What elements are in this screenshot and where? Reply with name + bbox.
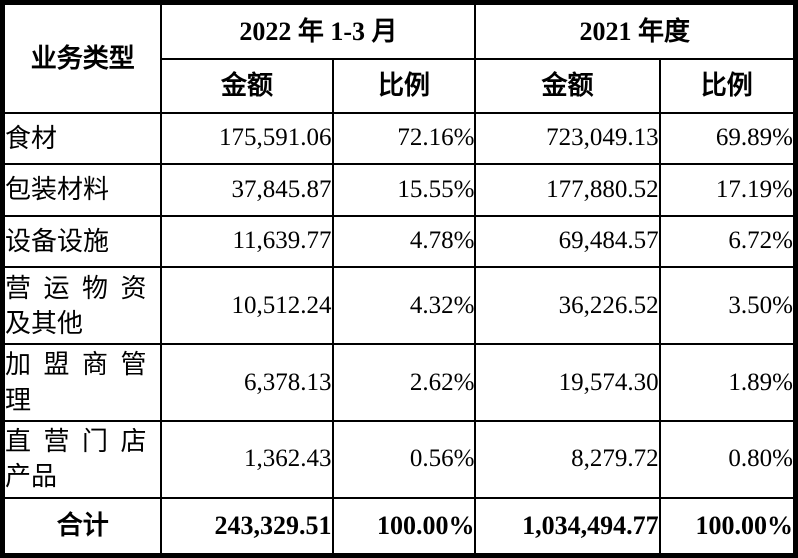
amount-2021-cell: 69,484.57 xyxy=(474,214,661,269)
total-amount-2022-cell: 243,329.51 xyxy=(160,496,334,557)
ratio-2021-cell: 17.19% xyxy=(658,163,797,217)
row-label: 直 营 门 店 产品 xyxy=(1,419,163,499)
row-label: 加 盟 商 管 理 xyxy=(1,343,163,422)
amount-2022-cell: 37,845.87 xyxy=(160,163,334,217)
ratio-2022-cell: 0.56% xyxy=(331,419,477,499)
ratio-2022-cell: 2.62% xyxy=(331,343,477,422)
ratio-2022-cell: 72.16% xyxy=(331,111,477,166)
row-label: 包装材料 xyxy=(1,163,163,217)
ratio-2021-cell: 3.50% xyxy=(658,266,797,346)
period-2022-header: 2022 年 1-3 月 xyxy=(160,1,477,60)
table-row-equipment: 设备设施 11,639.77 4.78% 69,484.57 6.72% xyxy=(1,214,797,269)
amount-2021-cell: 19,574.30 xyxy=(474,343,661,422)
header-row-measures: 金额 比例 金额 比例 xyxy=(3,57,797,114)
total-ratio-2022-cell: 100.00% xyxy=(331,496,477,557)
header-row-periods: 业务类型 2022 年 1-3 月 2021 年度 xyxy=(1,1,797,114)
amount-2022-cell: 6,378.13 xyxy=(160,343,334,422)
table-row-direct-store-products: 直 营 门 店 产品 1,362.43 0.56% 8,279.72 0.80% xyxy=(1,419,797,499)
table-row-operating-supplies: 营 运 物 资 及其他 10,512.24 4.32% 36,226.52 3.… xyxy=(1,266,797,346)
amount-2022-cell: 10,512.24 xyxy=(160,266,334,346)
table-row-franchisee-management: 加 盟 商 管 理 6,378.13 2.62% 19,574.30 1.89% xyxy=(1,343,797,422)
row-label: 食材 xyxy=(1,111,163,166)
ratio-2022-cell: 15.55% xyxy=(331,163,477,217)
ratio-2022-header: 比例 xyxy=(331,57,477,114)
total-ratio-2021-cell: 100.00% xyxy=(658,496,797,557)
ratio-2022-cell: 4.78% xyxy=(331,214,477,269)
amount-2021-cell: 36,226.52 xyxy=(474,266,661,346)
ratio-2021-cell: 1.89% xyxy=(658,343,797,422)
amount-2022-cell: 175,591.06 xyxy=(160,111,334,166)
ratio-2021-cell: 6.72% xyxy=(658,214,797,269)
table-row-food: 食材 175,591.06 72.16% 723,049.13 69.89% xyxy=(1,111,797,166)
row-label: 营 运 物 资 及其他 xyxy=(1,266,163,346)
ratio-2021-header: 比例 xyxy=(658,57,797,114)
total-amount-2021-cell: 1,034,494.77 xyxy=(474,496,661,557)
amount-2022-cell: 11,639.77 xyxy=(160,214,334,269)
business-type-header: 业务类型 xyxy=(1,1,163,114)
ratio-2021-cell: 0.80% xyxy=(658,419,797,499)
total-label: 合计 xyxy=(1,496,163,557)
amount-2022-cell: 1,362.43 xyxy=(160,419,334,499)
row-label: 设备设施 xyxy=(1,214,163,269)
amount-2022-header: 金额 xyxy=(160,57,334,114)
period-2021-header: 2021 年度 xyxy=(474,1,797,60)
ratio-2022-cell: 4.32% xyxy=(331,266,477,346)
amount-2021-header: 金额 xyxy=(474,57,661,114)
amount-2021-cell: 8,279.72 xyxy=(474,419,661,499)
amount-2021-cell: 723,049.13 xyxy=(474,111,661,166)
table-row-total: 合计 243,329.51 100.00% 1,034,494.77 100.0… xyxy=(1,496,797,557)
ratio-2021-cell: 69.89% xyxy=(658,111,797,166)
table-row-packaging: 包装材料 37,845.87 15.55% 177,880.52 17.19% xyxy=(1,163,797,217)
amount-2021-cell: 177,880.52 xyxy=(474,163,661,217)
